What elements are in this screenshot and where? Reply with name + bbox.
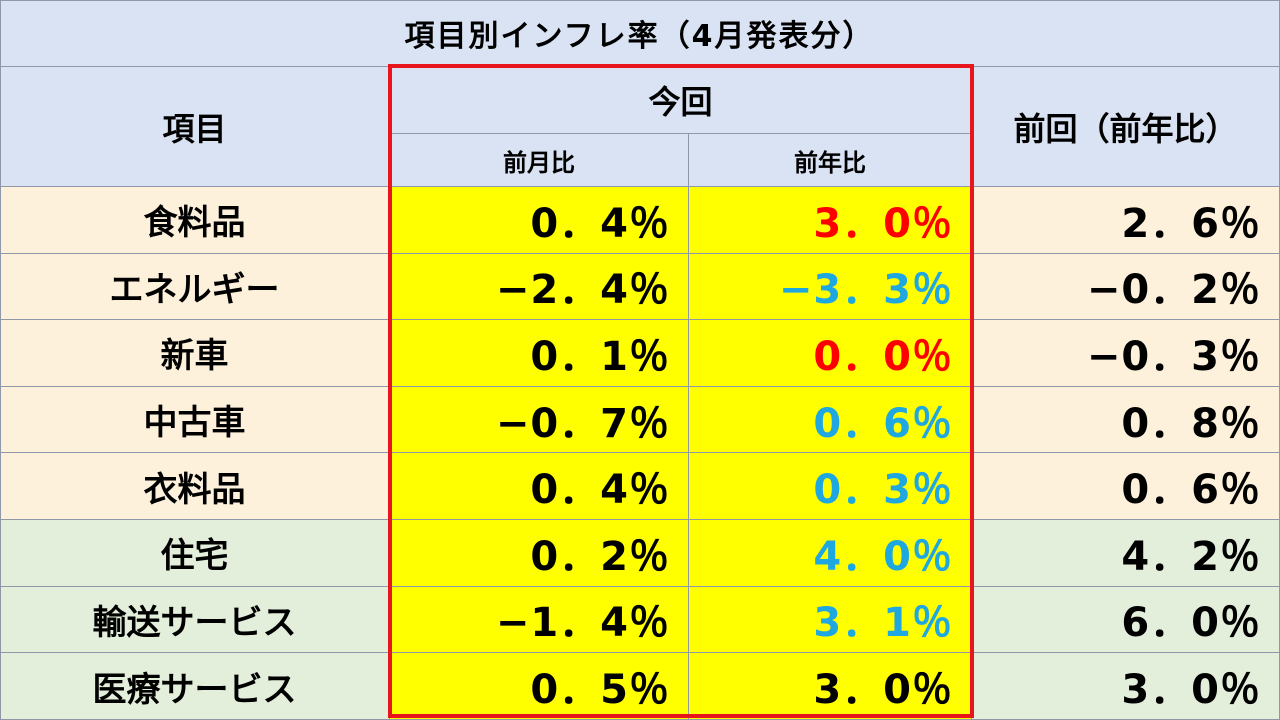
row-mom-value: 0．1％ (390, 320, 689, 387)
row-item-label: 食料品 (0, 187, 390, 254)
row-yoy-value: 0．6％ (689, 386, 972, 454)
header-current: 今回 (390, 67, 972, 134)
row-yoy-value: 4．0％ (689, 520, 972, 587)
row-mom-value: −0．7％ (390, 386, 689, 454)
row-prev-value: 0．6％ (972, 453, 1280, 520)
header-item: 項目 (0, 67, 390, 187)
row-item-label: エネルギー (0, 253, 390, 321)
row-yoy-value: 3．1％ (689, 586, 972, 654)
row-prev-value: 4．2％ (972, 520, 1280, 587)
row-item-label: 中古車 (0, 386, 390, 454)
table-title: 項目別インフレ率（4月発表分） (0, 0, 1280, 67)
header-yoy: 前年比 (689, 134, 972, 187)
row-prev-value: −0．2％ (972, 253, 1280, 321)
row-item-label: 医療サービス (0, 653, 390, 720)
row-mom-value: −2．4％ (390, 253, 689, 321)
row-prev-value: −0．3％ (972, 320, 1280, 387)
row-mom-value: 0．4％ (390, 453, 689, 520)
row-yoy-value: 3．0％ (689, 653, 972, 720)
row-mom-value: 0．5％ (390, 653, 689, 720)
row-mom-value: 0．4％ (390, 187, 689, 254)
row-prev-value: 6．0％ (972, 586, 1280, 654)
row-yoy-value: 0．0％ (689, 320, 972, 387)
row-yoy-value: −3．3％ (689, 253, 972, 321)
row-item-label: 住宅 (0, 520, 390, 587)
row-prev-value: 0．8％ (972, 386, 1280, 454)
header-previous: 前回（前年比） (972, 67, 1280, 187)
row-mom-value: 0．2％ (390, 520, 689, 587)
row-item-label: 新車 (0, 320, 390, 387)
row-item-label: 輸送サービス (0, 586, 390, 654)
row-prev-value: 2．6％ (972, 187, 1280, 254)
row-yoy-value: 0．3％ (689, 453, 972, 520)
row-prev-value: 3．0％ (972, 653, 1280, 720)
row-item-label: 衣料品 (0, 453, 390, 520)
row-yoy-value: 3．0％ (689, 187, 972, 254)
header-mom: 前月比 (390, 134, 689, 187)
row-mom-value: −1．4％ (390, 586, 689, 654)
